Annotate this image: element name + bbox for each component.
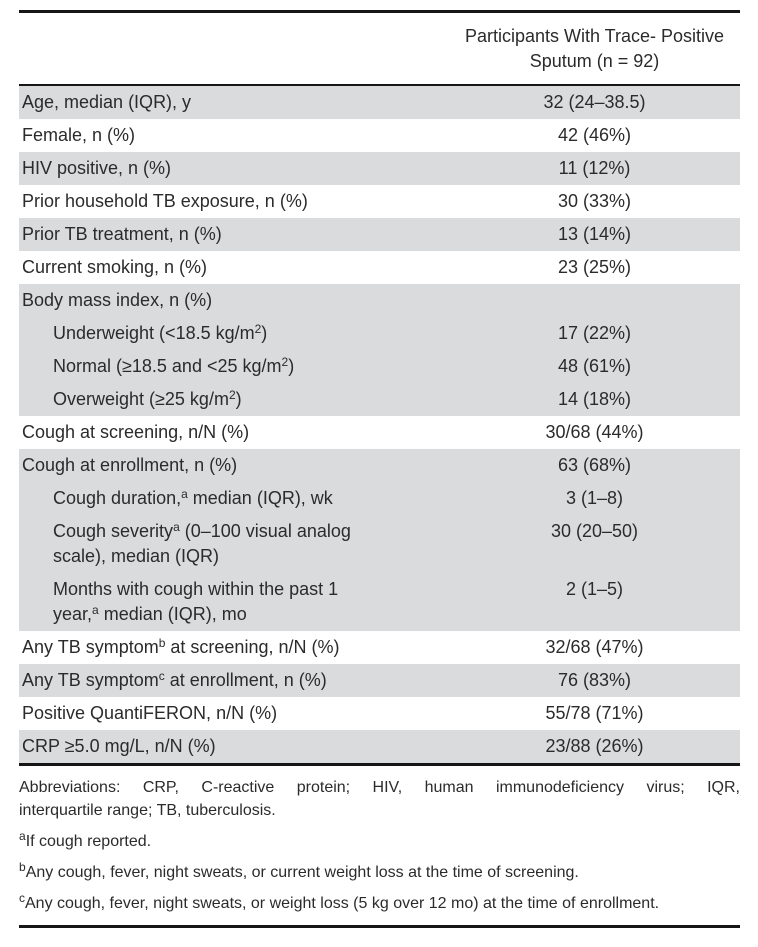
row-value: 3 (1–8) bbox=[565, 488, 624, 508]
table-row-age: Age, median (IQR), y 32 (24–38.5) bbox=[19, 86, 740, 119]
row-label: Normal (≥18.5 and <25 kg/m2) bbox=[53, 355, 295, 376]
table-row-cough-at-screening: Cough at screening, n/N (%) 30/68 (44%) bbox=[19, 416, 740, 449]
participant-characteristics-table: Participants With Trace- Positive Sputum… bbox=[19, 10, 740, 928]
header-divider-rule bbox=[19, 84, 740, 86]
row-label: Cough duration,a median (IQR), wk bbox=[53, 487, 333, 508]
superscript-marker: a bbox=[92, 603, 99, 617]
superscript-marker: b bbox=[158, 636, 166, 650]
row-label: Age, median (IQR), y bbox=[22, 92, 192, 112]
figure-bottom-rule bbox=[19, 925, 740, 928]
superscript-marker: c bbox=[158, 669, 165, 683]
table-row-any-tb-symptom-enrollment: Any TB symptomc at enrollment, n (%) 76 (… bbox=[19, 664, 740, 697]
row-label: Any TB symptomb at screening, n/N (%) bbox=[22, 636, 340, 657]
table-row-bmi-underweight: Underweight (<18.5 kg/m2) 17 (22%) bbox=[19, 317, 740, 350]
table-row-bmi-normal: Normal (≥18.5 and <25 kg/m2) 48 (61%) bbox=[19, 350, 740, 383]
row-value: 48 (61%) bbox=[557, 356, 632, 376]
superscript-marker: 2 bbox=[228, 388, 236, 402]
footnote-marker-c: c bbox=[19, 891, 25, 905]
footnote-c: cAny cough, fever, night sweats, or weig… bbox=[19, 891, 660, 912]
row-label: Underweight (<18.5 kg/m2) bbox=[53, 322, 268, 343]
row-value: 14 (18%) bbox=[557, 389, 632, 409]
row-label: Months with cough within the past 1 year,… bbox=[53, 579, 339, 624]
header-label-spacer bbox=[19, 13, 449, 84]
column-header-line2: Sputum (n = 92) bbox=[529, 51, 660, 71]
table-row-prior-household-tb-exposure: Prior household TB exposure, n (%) 30 (33… bbox=[19, 185, 740, 218]
row-label: CRP ≥5.0 mg/L, n/N (%) bbox=[22, 736, 216, 756]
row-label: Cough at screening, n/N (%) bbox=[22, 422, 250, 442]
row-value: 55/78 (71%) bbox=[545, 703, 644, 723]
superscript-marker: 2 bbox=[281, 355, 289, 369]
table-row-cough-duration: Cough duration,a median (IQR), wk 3 (1–8) bbox=[19, 482, 740, 515]
footnote-b: bAny cough, fever, night sweats, or curr… bbox=[19, 860, 579, 881]
table-header-row: Participants With Trace- Positive Sputum… bbox=[19, 13, 740, 84]
row-value: 32 (24–38.5) bbox=[543, 92, 646, 112]
row-label: Body mass index, n (%) bbox=[22, 290, 213, 310]
abbreviations-note: Abbreviations: CRP, C-reactive protein; … bbox=[19, 776, 740, 822]
table-row-current-smoking: Current smoking, n (%) 23 (25%) bbox=[19, 251, 740, 284]
row-value: 76 (83%) bbox=[557, 670, 632, 690]
table-row-bmi-overweight: Overweight (≥25 kg/m2) 14 (18%) bbox=[19, 383, 740, 416]
footnote-a: aIf cough reported. bbox=[19, 829, 152, 850]
row-value: 30/68 (44%) bbox=[545, 422, 644, 442]
column-header-participants: Participants With Trace- Positive Sputum… bbox=[449, 13, 740, 84]
row-value: 63 (68%) bbox=[557, 455, 632, 475]
row-label: Any TB symptomc at enrollment, n (%) bbox=[22, 669, 327, 690]
abbreviations-line1: Abbreviations: CRP, C-reactive protein; … bbox=[19, 779, 740, 796]
row-label: Positive QuantiFERON, n/N (%) bbox=[22, 703, 278, 723]
table-row-cough-severity: Cough severitya (0–100 visual analog scal… bbox=[19, 515, 740, 573]
abbreviations-line2: interquartile range; TB, tuberculosis. bbox=[19, 802, 276, 819]
table-top-rule bbox=[19, 10, 740, 13]
row-label: HIV positive, n (%) bbox=[22, 158, 172, 178]
row-value: 23 (25%) bbox=[557, 257, 632, 277]
table-row-crp: CRP ≥5.0 mg/L, n/N (%) 23/88 (26%) bbox=[19, 730, 740, 763]
row-label: Female, n (%) bbox=[22, 125, 136, 145]
row-value bbox=[449, 284, 740, 317]
row-label: Overweight (≥25 kg/m2) bbox=[53, 388, 242, 409]
superscript-marker: a bbox=[181, 487, 188, 501]
footnote-list: aIf cough reported. bAny cough, fever, ni… bbox=[19, 830, 740, 915]
table-row-positive-quantiferon: Positive QuantiFERON, n/N (%) 55/78 (71%) bbox=[19, 697, 740, 730]
row-value: 32/68 (47%) bbox=[545, 637, 644, 657]
table-body: Age, median (IQR), y 32 (24–38.5) Female, … bbox=[19, 86, 740, 763]
row-label: Cough severitya (0–100 visual analog scal… bbox=[53, 520, 351, 566]
row-label: Current smoking, n (%) bbox=[22, 257, 208, 277]
row-label: Cough at enrollment, n (%) bbox=[22, 455, 238, 475]
footnote-section: Abbreviations: CRP, C-reactive protein; … bbox=[19, 766, 740, 925]
row-value: 30 (20–50) bbox=[550, 521, 639, 541]
table-row-prior-tb-treatment: Prior TB treatment, n (%) 13 (14%) bbox=[19, 218, 740, 251]
table-bottom-rule bbox=[19, 763, 740, 766]
row-value: 11 (12%) bbox=[558, 158, 631, 178]
row-value: 23/88 (26%) bbox=[545, 736, 644, 756]
table-row-hiv-positive: HIV positive, n (%) 11 (12%) bbox=[19, 152, 740, 185]
table-row-months-with-cough: Months with cough within the past 1 year,… bbox=[19, 573, 740, 631]
row-value: 2 (1–5) bbox=[565, 579, 624, 599]
table-row-bmi-header: Body mass index, n (%) bbox=[19, 284, 740, 317]
row-value: 42 (46%) bbox=[557, 125, 632, 145]
footnote-marker-b: b bbox=[19, 860, 26, 874]
row-label: Prior household TB exposure, n (%) bbox=[22, 191, 308, 211]
row-value: 30 (33%) bbox=[557, 191, 632, 211]
column-header-line1: Participants With Trace- Positive bbox=[464, 26, 725, 46]
table-row-any-tb-symptom-screening: Any TB symptomb at screening, n/N (%) 32/… bbox=[19, 631, 740, 664]
superscript-marker: 2 bbox=[254, 322, 262, 336]
row-label: Prior TB treatment, n (%) bbox=[22, 224, 222, 244]
row-value: 17 (22%) bbox=[557, 323, 632, 343]
row-value: 13 (14%) bbox=[557, 224, 632, 244]
superscript-marker: a bbox=[173, 520, 180, 534]
footnote-marker-a: a bbox=[19, 829, 26, 843]
table-row-female: Female, n (%) 42 (46%) bbox=[19, 119, 740, 152]
table-row-cough-at-enrollment: Cough at enrollment, n (%) 63 (68%) bbox=[19, 449, 740, 482]
